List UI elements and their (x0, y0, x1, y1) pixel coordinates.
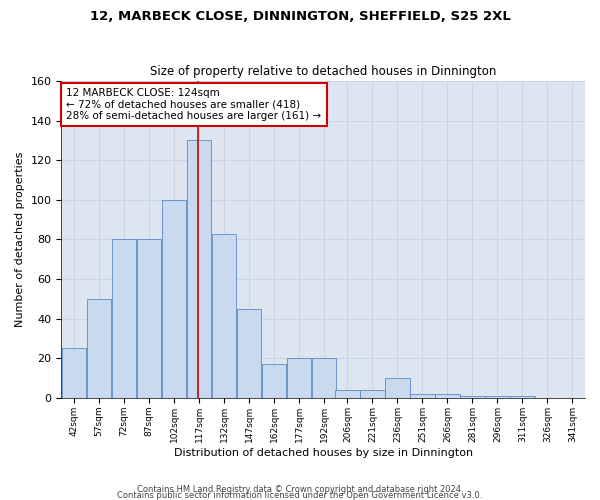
Bar (187, 140, 211, 398)
Bar (385, 378, 410, 398)
Bar (485, 396, 510, 398)
Text: 12 MARBECK CLOSE: 124sqm
← 72% of detached houses are smaller (418)
28% of semi-: 12 MARBECK CLOSE: 124sqm ← 72% of detach… (67, 88, 322, 121)
Bar (237, 309, 261, 398)
Bar (410, 394, 434, 398)
Title: Size of property relative to detached houses in Dinnington: Size of property relative to detached ho… (150, 66, 496, 78)
Bar (312, 358, 336, 398)
Bar (335, 390, 359, 398)
Bar (212, 234, 236, 398)
Text: Contains public sector information licensed under the Open Government Licence v3: Contains public sector information licen… (118, 490, 482, 500)
Text: 12, MARBECK CLOSE, DINNINGTON, SHEFFIELD, S25 2XL: 12, MARBECK CLOSE, DINNINGTON, SHEFFIELD… (89, 10, 511, 23)
Bar (86, 299, 111, 398)
Bar (262, 364, 286, 398)
Y-axis label: Number of detached properties: Number of detached properties (15, 152, 25, 327)
Bar (112, 240, 136, 398)
X-axis label: Distribution of detached houses by size in Dinnington: Distribution of detached houses by size … (173, 448, 473, 458)
Bar (510, 396, 535, 398)
Bar (62, 348, 86, 398)
Bar (162, 200, 186, 398)
Bar (287, 358, 311, 398)
Text: Contains HM Land Registry data © Crown copyright and database right 2024.: Contains HM Land Registry data © Crown c… (137, 484, 463, 494)
Bar (435, 394, 460, 398)
Bar (360, 390, 385, 398)
Bar (460, 396, 485, 398)
Bar (137, 240, 161, 398)
